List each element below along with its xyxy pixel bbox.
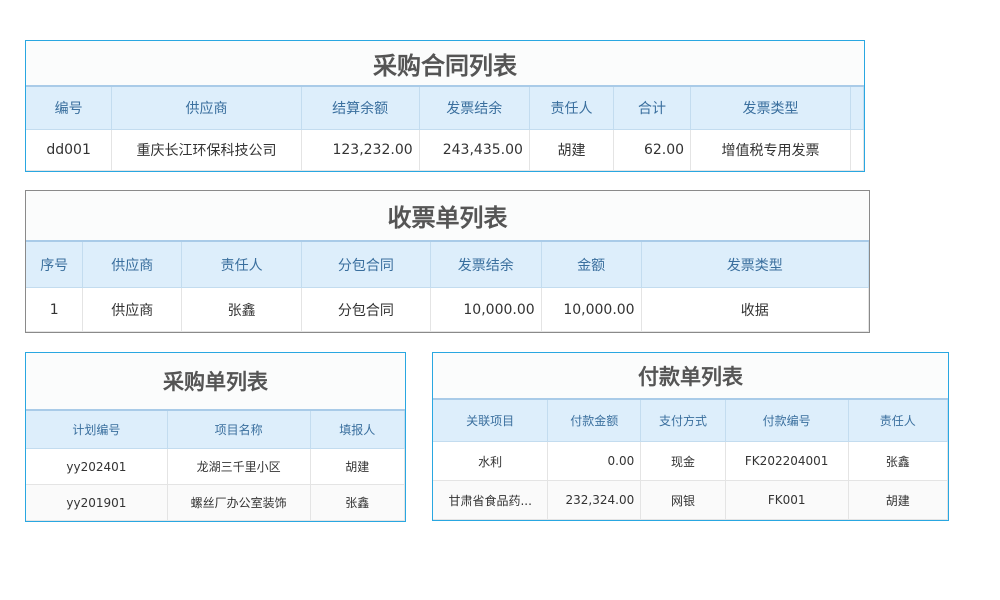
table-title: 收票单列表 <box>26 191 869 242</box>
invoice-receipt-list-table: 序号 供应商 责任人 分包合同 发票结余 金额 发票类型 1 供应商 张鑫 分包合同 10,000.0… <box>26 242 869 332</box>
table-cell: 胡建 <box>310 448 405 485</box>
table-cell: 供应商 <box>82 287 183 332</box>
table-cell: 增值税专用发票 <box>690 129 851 171</box>
table-cell: 62.00 <box>613 129 692 171</box>
table-cell: 胡建 <box>848 480 948 520</box>
table-title: 采购合同列表 <box>26 41 864 87</box>
table-header-row: 序号 供应商 责任人 分包合同 发票结余 金额 发票类型 <box>26 242 869 288</box>
column-header[interactable]: 责任人 <box>529 87 615 130</box>
table-cell: 胡建 <box>529 129 615 171</box>
table-cell: dd001 <box>26 129 113 171</box>
table-cell: 232,324.00 <box>547 480 642 520</box>
header-filler <box>850 87 864 130</box>
table-row[interactable]: 水利 0.00 现金 FK202204001 张鑫 <box>433 441 948 481</box>
table-header-row: 关联项目 付款金额 支付方式 付款编号 责任人 <box>433 400 948 442</box>
table-cell: 0.00 <box>547 441 642 481</box>
payment-list-table: 关联项目 付款金额 支付方式 付款编号 责任人 水利 0.00 现金 FK202204001 张鑫… <box>433 400 948 520</box>
table-cell: 分包合同 <box>301 287 431 332</box>
table-row[interactable]: yy202401 龙湖三千里小区 胡建 <box>26 448 405 485</box>
column-header[interactable]: 责任人 <box>848 400 948 442</box>
column-header[interactable]: 关联项目 <box>433 400 549 442</box>
column-header[interactable]: 付款金额 <box>547 400 642 442</box>
column-header[interactable]: 填报人 <box>310 411 405 449</box>
column-header[interactable]: 供应商 <box>82 242 183 288</box>
table-cell: 重庆长江环保科技公司 <box>111 129 302 171</box>
table-cell: 龙湖三千里小区 <box>167 448 311 485</box>
column-header[interactable]: 计划编号 <box>26 411 168 449</box>
column-header[interactable]: 发票结余 <box>419 87 530 130</box>
table-cell: 张鑫 <box>848 441 948 481</box>
column-header[interactable]: 支付方式 <box>640 400 726 442</box>
table-cell: 10,000.00 <box>541 287 642 332</box>
table-header-row: 编号 供应商 结算余额 发票结余 责任人 合计 发票类型 <box>26 87 864 130</box>
table-cell: FK001 <box>725 480 849 520</box>
column-header[interactable]: 发票类型 <box>641 242 869 288</box>
column-header[interactable]: 责任人 <box>181 242 302 288</box>
table-cell: 1 <box>26 287 84 332</box>
table-cell: 123,232.00 <box>301 129 420 171</box>
purchase-contract-list-table: 编号 供应商 结算余额 发票结余 责任人 合计 发票类型 dd001 重庆长江环保科技公司 123… <box>26 87 864 171</box>
table-cell: 水利 <box>433 441 549 481</box>
table-cell: yy202401 <box>26 448 168 485</box>
table-title: 付款单列表 <box>433 353 948 400</box>
table-cell: 张鑫 <box>310 484 405 521</box>
table-cell: FK202204001 <box>725 441 849 481</box>
column-header[interactable]: 序号 <box>26 242 84 288</box>
invoice-receipt-list-panel: 收票单列表 序号 供应商 责任人 分包合同 发票结余 金额 发票类型 1 供应商 张鑫 分包合同 10,… <box>25 190 870 333</box>
table-cell: 张鑫 <box>181 287 302 332</box>
column-header[interactable]: 供应商 <box>111 87 302 130</box>
table-row[interactable]: dd001 重庆长江环保科技公司 123,232.00 243,435.00 胡建 62.… <box>26 129 864 171</box>
column-header[interactable]: 结算余额 <box>301 87 420 130</box>
table-cell: 网银 <box>640 480 726 520</box>
table-cell: 收据 <box>641 287 869 332</box>
table-title: 采购单列表 <box>26 353 405 411</box>
table-row[interactable]: 甘肃省食品药... 232,324.00 网银 FK001 胡建 <box>433 480 948 520</box>
table-cell: 螺丝厂办公室装饰 <box>167 484 311 521</box>
table-row[interactable]: yy201901 螺丝厂办公室装饰 张鑫 <box>26 484 405 521</box>
column-header[interactable]: 合计 <box>613 87 692 130</box>
purchase-order-list-panel: 采购单列表 计划编号 项目名称 填报人 yy202401 龙湖三千里小区 胡建 yy20190… <box>25 352 406 522</box>
table-cell: 甘肃省食品药... <box>433 480 549 520</box>
purchase-order-list-table: 计划编号 项目名称 填报人 yy202401 龙湖三千里小区 胡建 yy201901 螺丝厂办… <box>26 411 405 521</box>
column-header[interactable]: 项目名称 <box>167 411 311 449</box>
table-cell: 10,000.00 <box>430 287 542 332</box>
table-cell: 现金 <box>640 441 726 481</box>
column-header[interactable]: 发票结余 <box>430 242 542 288</box>
column-header[interactable]: 付款编号 <box>725 400 849 442</box>
column-header[interactable]: 分包合同 <box>301 242 431 288</box>
table-header-row: 计划编号 项目名称 填报人 <box>26 411 405 449</box>
column-header[interactable]: 发票类型 <box>690 87 851 130</box>
table-cell: 243,435.00 <box>419 129 530 171</box>
column-header[interactable]: 金额 <box>541 242 642 288</box>
purchase-contract-list-panel: 采购合同列表 编号 供应商 结算余额 发票结余 责任人 合计 发票类型 dd001 重庆长江环保科… <box>25 40 865 172</box>
table-row[interactable]: 1 供应商 张鑫 分包合同 10,000.00 10,000.00 收据 <box>26 287 869 332</box>
table-cell: yy201901 <box>26 484 168 521</box>
cell-filler <box>850 129 864 171</box>
payment-list-panel: 付款单列表 关联项目 付款金额 支付方式 付款编号 责任人 水利 0.00 现金 FK202204… <box>432 352 949 521</box>
column-header[interactable]: 编号 <box>26 87 113 130</box>
